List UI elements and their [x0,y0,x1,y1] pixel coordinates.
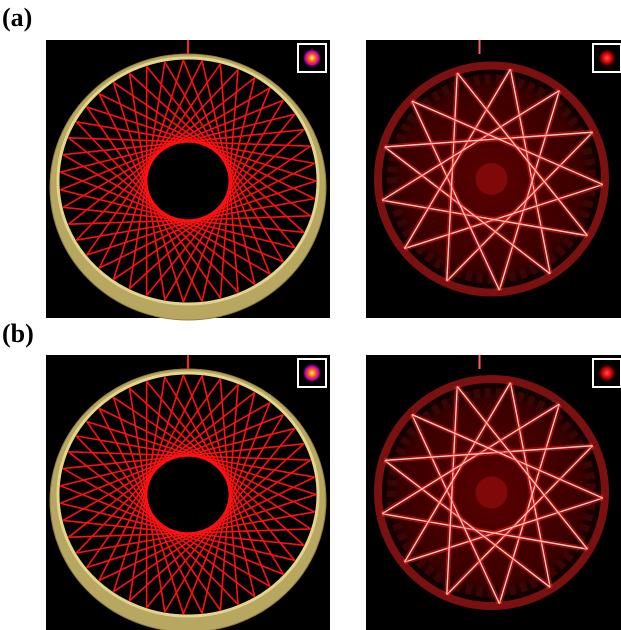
inset-spot [599,365,615,381]
page: (a) (b) (() => { const data = JSON.parse… [0,0,621,630]
inset-spot [303,364,321,382]
simulation-panel [46,40,330,320]
inset-spot [599,50,615,66]
photo-panel [366,40,621,318]
panel-label: (a) [2,3,32,32]
simulation-panel [46,355,330,630]
center-hole [170,168,206,198]
center [476,477,508,509]
inset-spot [303,49,321,67]
panels [46,40,621,630]
panel-label: (b) [2,319,34,348]
center-hole [170,482,206,512]
figure: (a) (b) [0,0,621,630]
photo-panel [366,355,621,630]
center [476,163,508,195]
